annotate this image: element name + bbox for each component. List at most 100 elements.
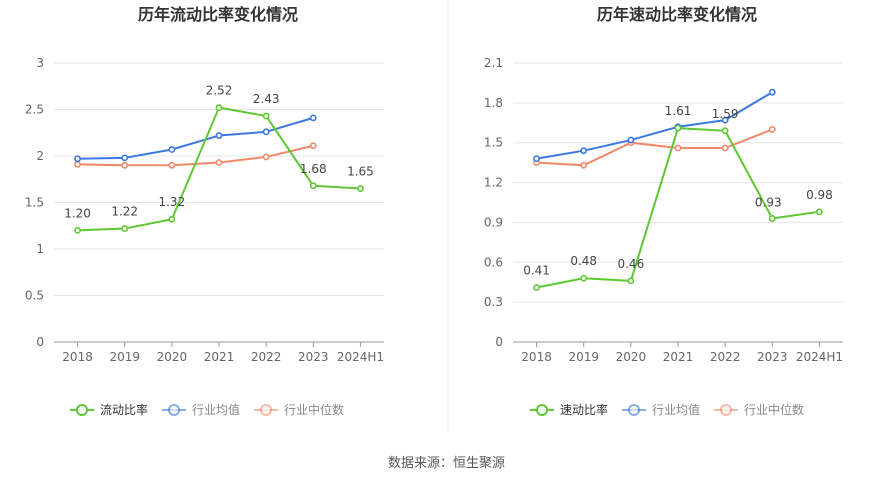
data-point [768,88,776,96]
y-tick-label: 0.9 [484,215,503,229]
x-tick-label: 2020 [616,350,647,364]
data-point [215,159,223,166]
legend-marker [720,404,732,416]
data-source-note: 数据来源：恒生聚源 [387,456,505,471]
y-tick-label: 1.5 [25,196,44,210]
data-point [74,155,81,163]
legend-label: 速动比率 [560,402,608,417]
data-label: 1.22 [111,205,138,219]
data-point [580,274,588,282]
data-point [580,147,588,155]
legend-marker [76,404,88,416]
x-tick-label: 2019 [568,350,599,364]
data-point [121,154,129,162]
y-tick-label: 2.1 [484,56,503,70]
data-point [74,160,81,168]
legend-item: 行业均值 [622,402,700,417]
data-point [309,114,317,122]
chart-title: 历年流动比率变化情况 [138,5,298,24]
data-label: 1.68 [300,162,327,176]
data-point [627,136,635,144]
data-point [768,215,776,222]
data-label: 1.20 [64,206,91,220]
x-tick-label: 2023 [757,350,788,364]
legend-label: 行业均值 [192,402,240,417]
legend-label: 行业中位数 [284,402,344,417]
legend-marker [628,404,640,416]
x-tick-label: 2018 [62,350,93,364]
y-tick-label: 0 [36,335,44,349]
y-tick-label: 3 [36,56,44,70]
y-tick-label: 0.6 [484,255,503,269]
legend-item: 行业中位数 [714,402,804,417]
legend-item: 行业中位数 [254,402,344,417]
y-tick-label: 0.5 [25,289,44,303]
series-line [536,91,773,160]
data-point [816,208,823,216]
x-tick-label: 2018 [521,350,552,364]
data-point [215,104,223,112]
y-tick-label: 1.5 [484,136,503,150]
data-point [721,116,729,124]
data-point [168,146,176,153]
data-point [721,127,729,135]
data-point [357,185,364,192]
series-line [536,128,773,167]
data-label: 0.48 [570,254,597,268]
data-label: 1.61 [665,104,692,118]
data-label: 2.43 [253,92,280,106]
legend-label: 行业均值 [652,402,700,417]
x-tick-label: 2024H1 [337,350,384,364]
data-point [768,126,776,133]
data-label: 2.52 [206,84,233,98]
data-point [674,124,682,132]
x-tick-label: 2022 [710,350,741,364]
x-tick-label: 2021 [663,350,694,364]
chart-title: 历年速动比率变化情况 [597,5,757,24]
legend-item: 行业均值 [162,402,240,417]
y-tick-label: 1.8 [484,96,503,110]
data-point [262,128,270,136]
data-point [309,182,317,190]
data-label: 0.98 [806,188,833,202]
chart-panel-1: 历年流动比率变化情况 0 0.5 1 1.5 2 2.5 3 2018 2019 2020 2021 2… [25,5,384,417]
y-tick-label: 2.5 [25,103,44,117]
series-line [77,116,314,160]
data-point [533,155,540,163]
data-point [215,132,223,139]
y-tick-label: 0.3 [484,295,503,309]
x-tick-label: 2021 [204,350,235,364]
data-point [580,161,588,169]
y-tick-label: 1.2 [484,176,503,190]
data-point [168,215,176,223]
x-tick-label: 2023 [298,350,329,364]
data-label: 1.65 [347,165,374,179]
x-tick-label: 2019 [109,350,140,364]
data-label: 1.59 [712,107,739,121]
y-tick-label: 0 [495,335,503,349]
chart-panel-2: 历年速动比率变化情况 0 0.3 0.6 0.9 1.2 1.5 1.8 2.1 2018 2019… [484,5,843,417]
data-point [674,144,682,152]
y-tick-label: 1 [36,242,44,256]
data-label: 0.41 [523,264,550,278]
data-point [262,112,270,120]
data-label: 0.93 [755,195,782,209]
data-point [627,277,635,285]
x-tick-label: 2024H1 [796,350,843,364]
data-point [121,225,129,232]
legend-marker [260,404,272,416]
data-label: 1.32 [158,195,185,209]
legend-label: 行业中位数 [744,402,804,417]
data-label: 0.46 [617,257,644,271]
data-point [168,161,176,169]
legend-item: 速动比率 [530,402,608,417]
legend-marker [536,404,548,416]
data-point [309,142,317,150]
legend-label: 流动比率 [100,402,148,417]
data-point [721,144,729,152]
legend-marker [168,404,180,416]
data-point [121,161,129,169]
data-point [533,284,540,291]
x-tick-label: 2022 [251,350,282,364]
